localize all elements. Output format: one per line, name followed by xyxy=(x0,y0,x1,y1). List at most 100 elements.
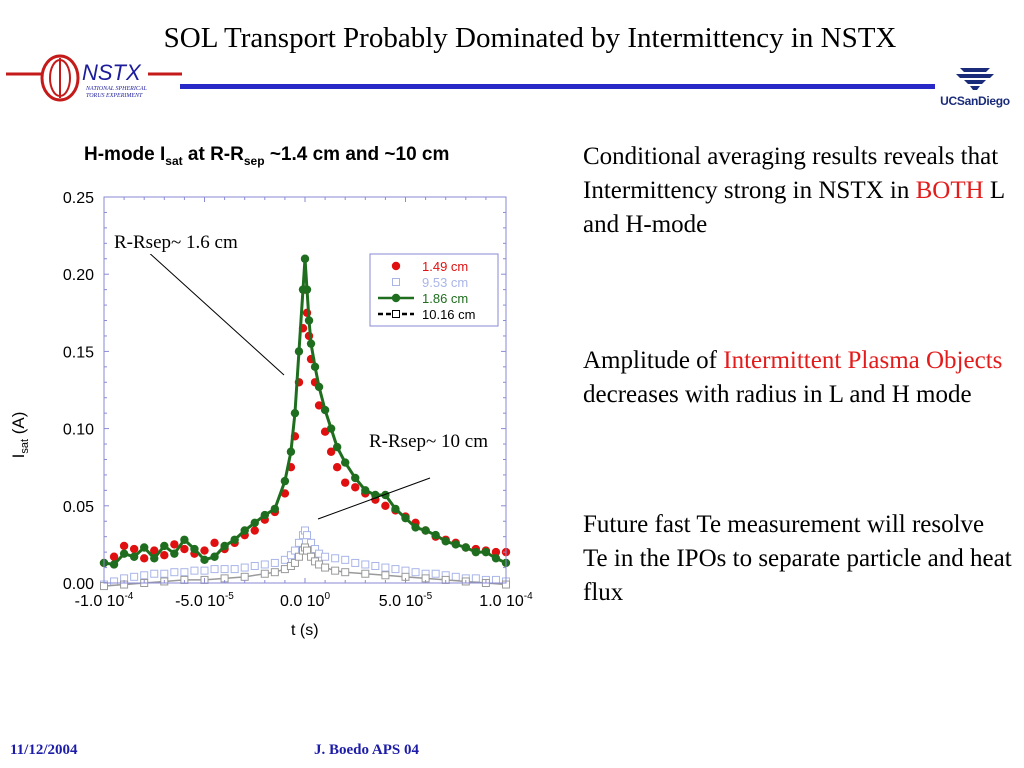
data-point xyxy=(331,566,340,575)
bullet-1-highlight: BOTH xyxy=(915,177,984,204)
series-1-49-cm xyxy=(99,285,511,568)
x-tick-label: 0.0 100 xyxy=(280,591,330,610)
y-tick-label: 0.00 xyxy=(63,576,94,593)
data-point xyxy=(304,316,314,325)
x-tick-label: -5.0 10-5 xyxy=(175,591,234,610)
data-point xyxy=(441,537,450,546)
bullet-2-text-a: Amplitude of xyxy=(583,347,724,374)
data-point xyxy=(129,544,139,554)
data-point xyxy=(140,554,149,563)
data-point xyxy=(270,504,280,514)
series-1-86-cm xyxy=(99,254,511,569)
data-point xyxy=(100,582,108,591)
data-point xyxy=(220,565,229,574)
bullet-1: Conditional averaging results reveals th… xyxy=(583,140,1013,242)
bullet-1-text-b: L and H-mode xyxy=(583,177,1005,238)
data-point xyxy=(210,565,219,574)
data-point xyxy=(461,543,470,552)
x-tick-label: 5.0 10-5 xyxy=(379,591,433,610)
data-point xyxy=(491,575,500,584)
data-point xyxy=(200,546,209,555)
data-point xyxy=(260,569,269,578)
data-point xyxy=(110,577,119,586)
data-point xyxy=(351,473,360,483)
legend-entry: 1.49 cm xyxy=(422,259,468,274)
data-point xyxy=(431,530,440,540)
data-point xyxy=(401,513,410,523)
data-point xyxy=(119,541,129,551)
data-point xyxy=(321,552,330,561)
data-point xyxy=(160,541,169,551)
bullet-2: Amplitude of Intermittent Plasma Objects… xyxy=(583,344,1013,412)
data-point xyxy=(421,526,430,535)
legend-entry: 1.86 cm xyxy=(422,291,468,306)
y-tick-label: 0.05 xyxy=(63,499,94,516)
data-point xyxy=(286,551,295,560)
footer-author: J. Boedo APS 04 xyxy=(314,742,420,758)
ucsd-emblem-icon xyxy=(956,68,994,90)
data-point xyxy=(280,476,290,486)
data-point xyxy=(290,408,300,418)
data-point xyxy=(286,447,296,456)
legend-entry: 10.16 cm xyxy=(422,307,475,322)
data-point xyxy=(109,560,119,569)
series-9-53-cm xyxy=(100,526,510,589)
data-point xyxy=(270,558,279,567)
data-point xyxy=(307,538,316,547)
data-point xyxy=(210,538,219,548)
y-axis-title: Isat (A) xyxy=(9,412,31,459)
data-point xyxy=(200,566,209,575)
data-point xyxy=(320,405,330,415)
data-point xyxy=(230,565,239,574)
x-axis-title: t (s) xyxy=(291,622,319,639)
legend-box xyxy=(369,253,499,327)
data-point xyxy=(411,568,420,577)
data-point xyxy=(341,555,350,564)
data-point xyxy=(341,568,350,577)
data-point xyxy=(471,547,481,557)
data-point xyxy=(431,569,440,578)
data-point xyxy=(341,478,350,487)
chart-title-part-a: H-mode I xyxy=(84,144,166,165)
data-point xyxy=(294,552,303,561)
data-point xyxy=(250,562,259,571)
data-point xyxy=(310,362,320,372)
y-tick-label: 0.10 xyxy=(63,422,94,439)
y-tick-label: 0.15 xyxy=(63,344,94,361)
data-point xyxy=(326,424,336,433)
data-point xyxy=(270,568,279,577)
data-point xyxy=(332,463,342,472)
data-point xyxy=(150,546,159,555)
chart-title-sub2: sep xyxy=(243,153,265,168)
chart-axes: 0.00 0.05 0.10 0.15 0.20 0.25 -1.0 10-4 -5.0 10… xyxy=(63,190,533,610)
annotation-leaders xyxy=(145,249,431,520)
data-point xyxy=(361,486,370,495)
svg-text:Isat (A): Isat (A) xyxy=(9,412,31,459)
data-point xyxy=(351,483,360,492)
data-point xyxy=(190,544,199,554)
data-point xyxy=(326,447,336,456)
data-point xyxy=(250,526,259,535)
data-point xyxy=(260,510,269,520)
data-point xyxy=(302,285,312,294)
data-point xyxy=(220,541,229,551)
data-point xyxy=(140,543,149,552)
nstx-logo-sub1: NATIONAL SPHERICAL xyxy=(85,86,148,92)
data-point xyxy=(381,490,390,500)
annotation-2-leader xyxy=(317,477,431,520)
data-point xyxy=(311,545,320,554)
legend-swatch-marker xyxy=(392,310,400,318)
header-rule xyxy=(180,84,935,89)
data-point xyxy=(451,572,460,581)
data-point xyxy=(210,552,219,561)
data-point xyxy=(109,552,119,561)
data-point xyxy=(381,571,390,580)
data-point xyxy=(294,347,304,356)
data-point xyxy=(200,555,209,565)
data-point xyxy=(481,547,491,557)
data-point xyxy=(331,554,340,563)
data-point xyxy=(180,544,189,554)
data-point xyxy=(190,566,199,575)
data-point xyxy=(307,552,316,561)
data-point xyxy=(240,572,249,581)
